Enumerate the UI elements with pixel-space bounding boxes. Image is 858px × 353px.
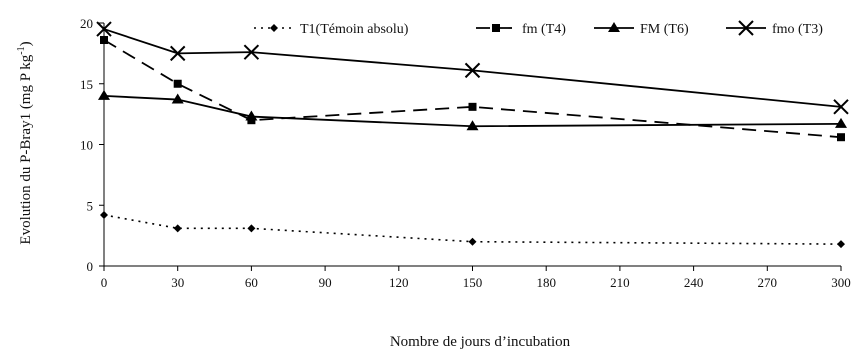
legend-marker: [492, 24, 500, 32]
data-point: [464, 62, 481, 79]
legend-item: FM (T6): [594, 22, 689, 37]
y-axis-title-main: Evolution du P-Bray1 (mg P kg: [18, 54, 34, 244]
data-point: [171, 93, 184, 104]
series-1: [100, 210, 845, 249]
data-point: [833, 99, 849, 115]
legend: T1(Témoin absolu) fm (T4) FM (T6) fmo (T3): [254, 20, 823, 37]
series-3: [98, 89, 847, 131]
data-point: [468, 102, 477, 111]
y-axis-title-exponent: -1: [16, 46, 27, 54]
series-layer: [96, 21, 849, 249]
legend-marker: [738, 20, 754, 36]
legend-item: fm (T4): [476, 22, 566, 37]
data-point: [247, 224, 256, 233]
y-tick-label: 5: [87, 198, 94, 213]
x-tick-label: 240: [684, 275, 704, 290]
legend-marker: [270, 24, 278, 32]
x-tick-label: 210: [610, 275, 630, 290]
data-point: [173, 224, 182, 233]
data-point: [835, 117, 847, 128]
data-point: [468, 237, 477, 246]
x-axis-title: Nombre de jours d’incubation: [390, 334, 571, 350]
data-point: [243, 44, 260, 60]
legend-label: T1(Témoin absolu): [300, 22, 409, 37]
y-tick-label: 10: [80, 138, 93, 153]
legend-label: fmo (T3): [772, 22, 823, 37]
data-point: [100, 36, 108, 45]
ticks: 0 30 60 90 120 150 180 210 240 270 300 0 5 10 15 20: [80, 16, 851, 290]
data-point: [169, 45, 186, 62]
y-tick-label: 20: [80, 16, 93, 31]
legend-label: fm (T4): [522, 22, 566, 37]
data-point: [96, 21, 112, 37]
legend-label: FM (T6): [640, 22, 689, 37]
x-tick-label: 30: [171, 275, 184, 290]
x-tick-label: 60: [245, 275, 258, 290]
data-point: [837, 133, 845, 142]
axes: [103, 23, 841, 267]
data-point: [173, 79, 182, 88]
y-axis-title: Evolution du P-Bray1 (mg P kg-1): [16, 41, 34, 244]
data-point: [466, 120, 479, 131]
data-point: [245, 110, 258, 121]
legend-marker: [608, 22, 620, 32]
x-tick-label: 180: [536, 275, 556, 290]
x-tick-label: 120: [389, 275, 409, 290]
x-tick-label: 270: [758, 275, 778, 290]
y-tick-label: 15: [80, 77, 93, 92]
x-tick-label: 150: [463, 275, 483, 290]
data-point: [100, 210, 108, 219]
x-tick-label: 300: [831, 275, 851, 290]
legend-item: fmo (T3): [726, 20, 823, 37]
x-tick-label: 0: [101, 275, 108, 290]
y-tick-label: 0: [87, 259, 94, 274]
data-point: [837, 240, 845, 249]
x-tick-label: 90: [319, 275, 332, 290]
series-line: [103, 28, 842, 108]
data-point: [98, 89, 110, 100]
legend-item: T1(Témoin absolu): [254, 22, 409, 37]
series-4: [96, 21, 849, 115]
y-axis-title-close: ): [18, 41, 34, 46]
